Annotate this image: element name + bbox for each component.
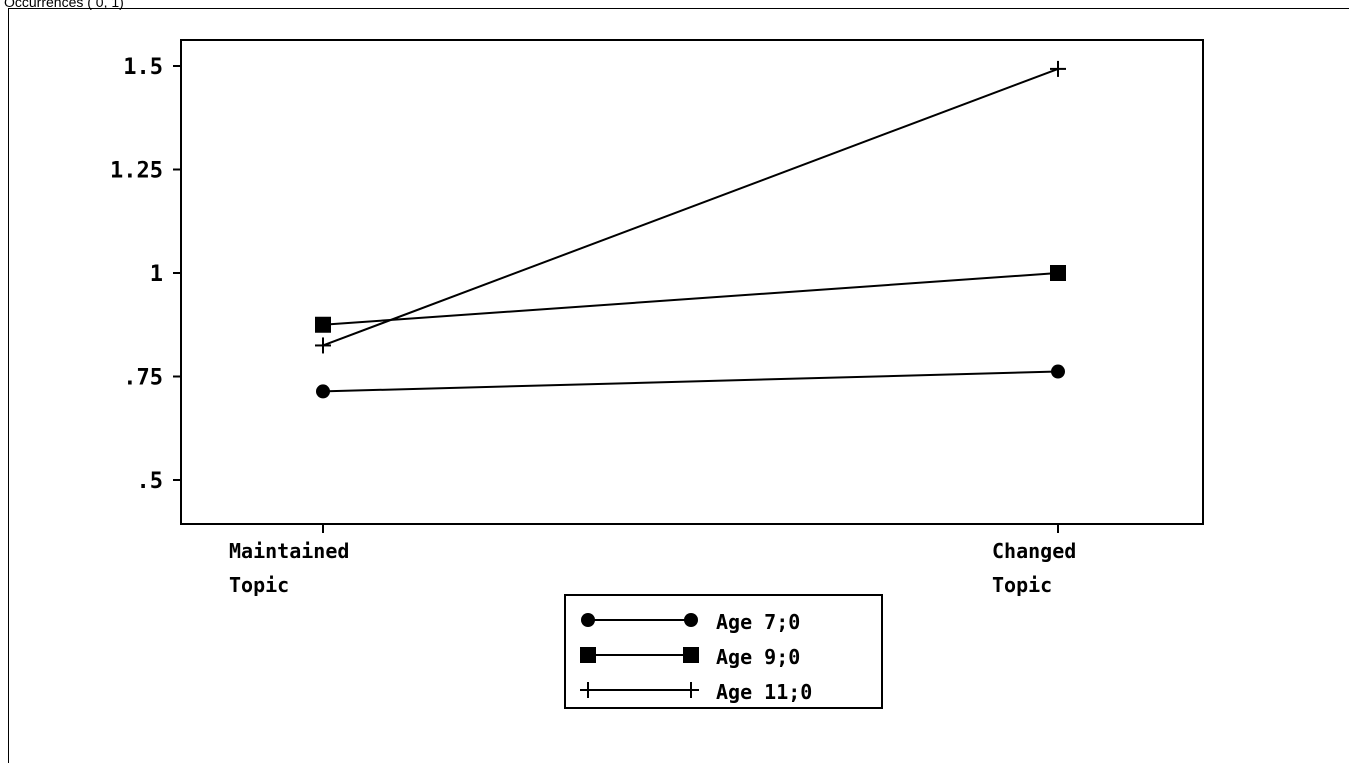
outer-frame [8,8,1349,763]
x-tick-label: Topic [992,573,1052,597]
y-tick-label: .5 [137,469,164,494]
series-line [322,370,1059,393]
x-tick-label: Maintained [229,539,349,563]
legend-marker [580,682,596,698]
x-tick-label: Topic [229,573,289,597]
legend-marker [683,647,699,663]
chart-header-label: Occurrences ( 0, 1) [4,0,124,10]
data-point-plus [1050,60,1066,77]
plot-area: .5 .75 1 1.25 1.5 Maintained Topic Changed Topic [110,39,1204,597]
data-point-plus [315,337,331,354]
data-point-circle [1051,364,1065,379]
y-tick-label: .75 [123,366,163,391]
x-tick-label: Changed [992,539,1076,563]
series-line [322,272,1059,326]
data-point-square [1050,265,1066,281]
series-line [322,67,1059,347]
legend-label: Age 11;0 [716,680,812,704]
data-point-circle [316,384,330,399]
y-tick-label: 1 [150,262,163,287]
y-tick-label: 1.5 [123,55,163,80]
legend: Age 7;0 Age 9;0 Age 11;0 [564,594,883,709]
legend-marker [581,613,595,627]
data-point-square [315,316,331,333]
legend-marker [684,613,698,627]
y-tick-label: 1.25 [110,159,163,184]
plot-border [180,39,1204,525]
legend-label: Age 7;0 [716,610,800,634]
legend-marker [580,647,596,663]
legend-label: Age 9;0 [716,645,800,669]
legend-marker [683,682,699,698]
